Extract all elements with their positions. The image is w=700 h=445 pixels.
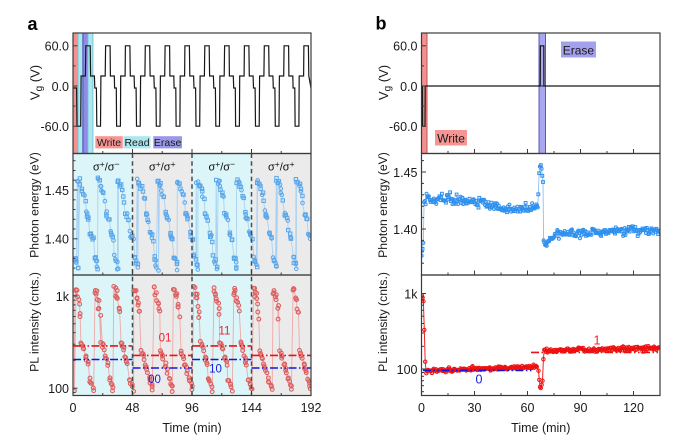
svg-text:Vg (V): Vg (V): [376, 65, 394, 100]
svg-text:Time (min): Time (min): [162, 421, 221, 435]
svg-text:Vg (V): Vg (V): [28, 65, 46, 100]
svg-text:Erase: Erase: [154, 137, 182, 149]
svg-text:60.0: 60.0: [45, 40, 69, 54]
svg-text:Write: Write: [437, 132, 465, 146]
svg-text:Photon energy (eV): Photon energy (eV): [28, 152, 42, 258]
svg-text:1k: 1k: [56, 290, 70, 304]
svg-text:0.0: 0.0: [52, 80, 69, 94]
svg-text:90: 90: [574, 401, 588, 415]
svg-text:10: 10: [209, 364, 222, 376]
svg-text:Read: Read: [124, 137, 149, 149]
svg-text:100: 100: [397, 363, 418, 377]
svg-text:-60.0: -60.0: [41, 120, 70, 134]
svg-text:192: 192: [301, 401, 322, 415]
svg-text:PL intensity (cnts.): PL intensity (cnts.): [376, 272, 390, 372]
svg-text:00: 00: [148, 374, 161, 386]
svg-text:0: 0: [418, 401, 425, 415]
svg-text:1.40: 1.40: [393, 223, 417, 237]
svg-text:Write: Write: [97, 137, 121, 149]
svg-text:144: 144: [241, 401, 262, 415]
svg-text:σ+/σ−: σ+/σ−: [208, 159, 235, 174]
svg-text:a: a: [28, 14, 39, 34]
svg-text:100: 100: [48, 382, 69, 396]
svg-text:1.40: 1.40: [45, 233, 69, 247]
svg-text:σ+/σ+: σ+/σ+: [149, 159, 176, 174]
svg-text:60: 60: [521, 401, 535, 415]
svg-text:48: 48: [126, 401, 140, 415]
svg-text:30: 30: [468, 401, 482, 415]
svg-text:60.0: 60.0: [393, 40, 417, 54]
svg-text:96: 96: [185, 401, 199, 415]
svg-text:-60.0: -60.0: [389, 120, 418, 134]
svg-text:σ+/σ−: σ+/σ−: [93, 159, 120, 174]
svg-text:01: 01: [159, 333, 172, 345]
svg-text:Erase: Erase: [563, 43, 595, 57]
svg-text:0: 0: [476, 373, 483, 387]
svg-text:PL intensity (cnts.): PL intensity (cnts.): [28, 272, 42, 372]
svg-text:b: b: [376, 14, 387, 34]
svg-text:Time (min): Time (min): [511, 421, 570, 435]
svg-text:0: 0: [70, 401, 77, 415]
svg-text:1k: 1k: [404, 287, 418, 301]
svg-text:σ+/σ+: σ+/σ+: [268, 159, 295, 174]
svg-text:120: 120: [623, 401, 644, 415]
svg-text:11: 11: [219, 326, 231, 338]
svg-text:1: 1: [594, 334, 601, 348]
svg-text:Photon energy (eV): Photon energy (eV): [376, 152, 390, 258]
svg-text:1.45: 1.45: [45, 184, 69, 198]
svg-text:1.45: 1.45: [393, 166, 417, 180]
svg-text:0.0: 0.0: [400, 80, 417, 94]
